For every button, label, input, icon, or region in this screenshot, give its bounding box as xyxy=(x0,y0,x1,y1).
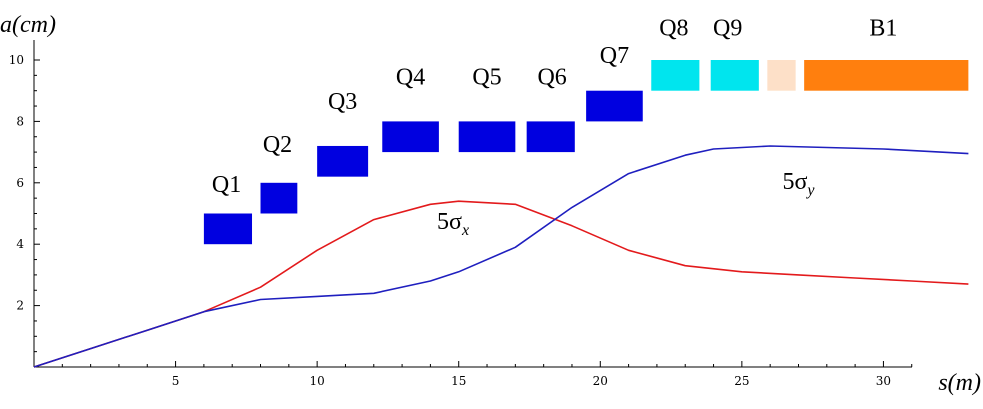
x-tick-label: 25 xyxy=(734,374,749,388)
y-tick-label: 2 xyxy=(16,299,24,313)
y-tick-label: 6 xyxy=(16,176,24,190)
series-label: 5σy xyxy=(782,169,815,199)
series-line xyxy=(33,145,969,368)
x-tick-label: 20 xyxy=(593,374,608,388)
magnet-q1 xyxy=(203,213,253,245)
magnet-label: Q7 xyxy=(600,43,629,69)
y-tick-label: 8 xyxy=(16,114,24,128)
magnet-label: Q9 xyxy=(713,15,742,41)
magnet-label: Q3 xyxy=(328,89,357,115)
x-tick-label: 15 xyxy=(451,374,466,388)
magnet-q6 xyxy=(526,121,575,153)
magnet-b1 xyxy=(804,60,969,91)
magnet-q4 xyxy=(382,121,439,153)
magnet-q2 xyxy=(260,182,298,214)
chart-labels: a(cm) s(m) Q1 Q2 Q3 Q4 Q5 Q6 Q7 Q8 Q9 B1 5σx 5σy xyxy=(0,12,981,396)
x-tick-label: 30 xyxy=(876,374,891,388)
magnet-q9 xyxy=(710,60,759,91)
y-tick-label: 10 xyxy=(9,53,24,67)
magnet-q8 xyxy=(651,60,700,91)
series-label: 5σx xyxy=(437,209,469,239)
magnet-label: Q2 xyxy=(263,132,292,158)
y-tick-label: 4 xyxy=(16,237,24,251)
magnet-label: Q1 xyxy=(212,172,241,198)
x-tick-label: 10 xyxy=(310,374,325,388)
axes: 5 10 15 20 25 30 2 4 6 8 10 xyxy=(9,40,913,388)
magnet-layout xyxy=(203,60,969,245)
magnet-label: Q6 xyxy=(537,65,566,91)
magnet-label: Q4 xyxy=(396,65,425,91)
x-tick-label: 5 xyxy=(172,374,180,388)
magnet-label: Q8 xyxy=(659,15,688,41)
magnet-q7 xyxy=(586,90,643,122)
series-line xyxy=(33,200,969,368)
y-axis-label: a(cm) xyxy=(0,12,56,38)
series-lines xyxy=(33,145,969,368)
magnet-block xyxy=(767,60,796,91)
magnet-q3 xyxy=(317,145,369,177)
x-axis-label: s(m) xyxy=(938,370,981,396)
magnet-label: Q5 xyxy=(472,65,501,91)
magnet-q5 xyxy=(458,121,516,153)
magnet-label: B1 xyxy=(869,15,897,41)
